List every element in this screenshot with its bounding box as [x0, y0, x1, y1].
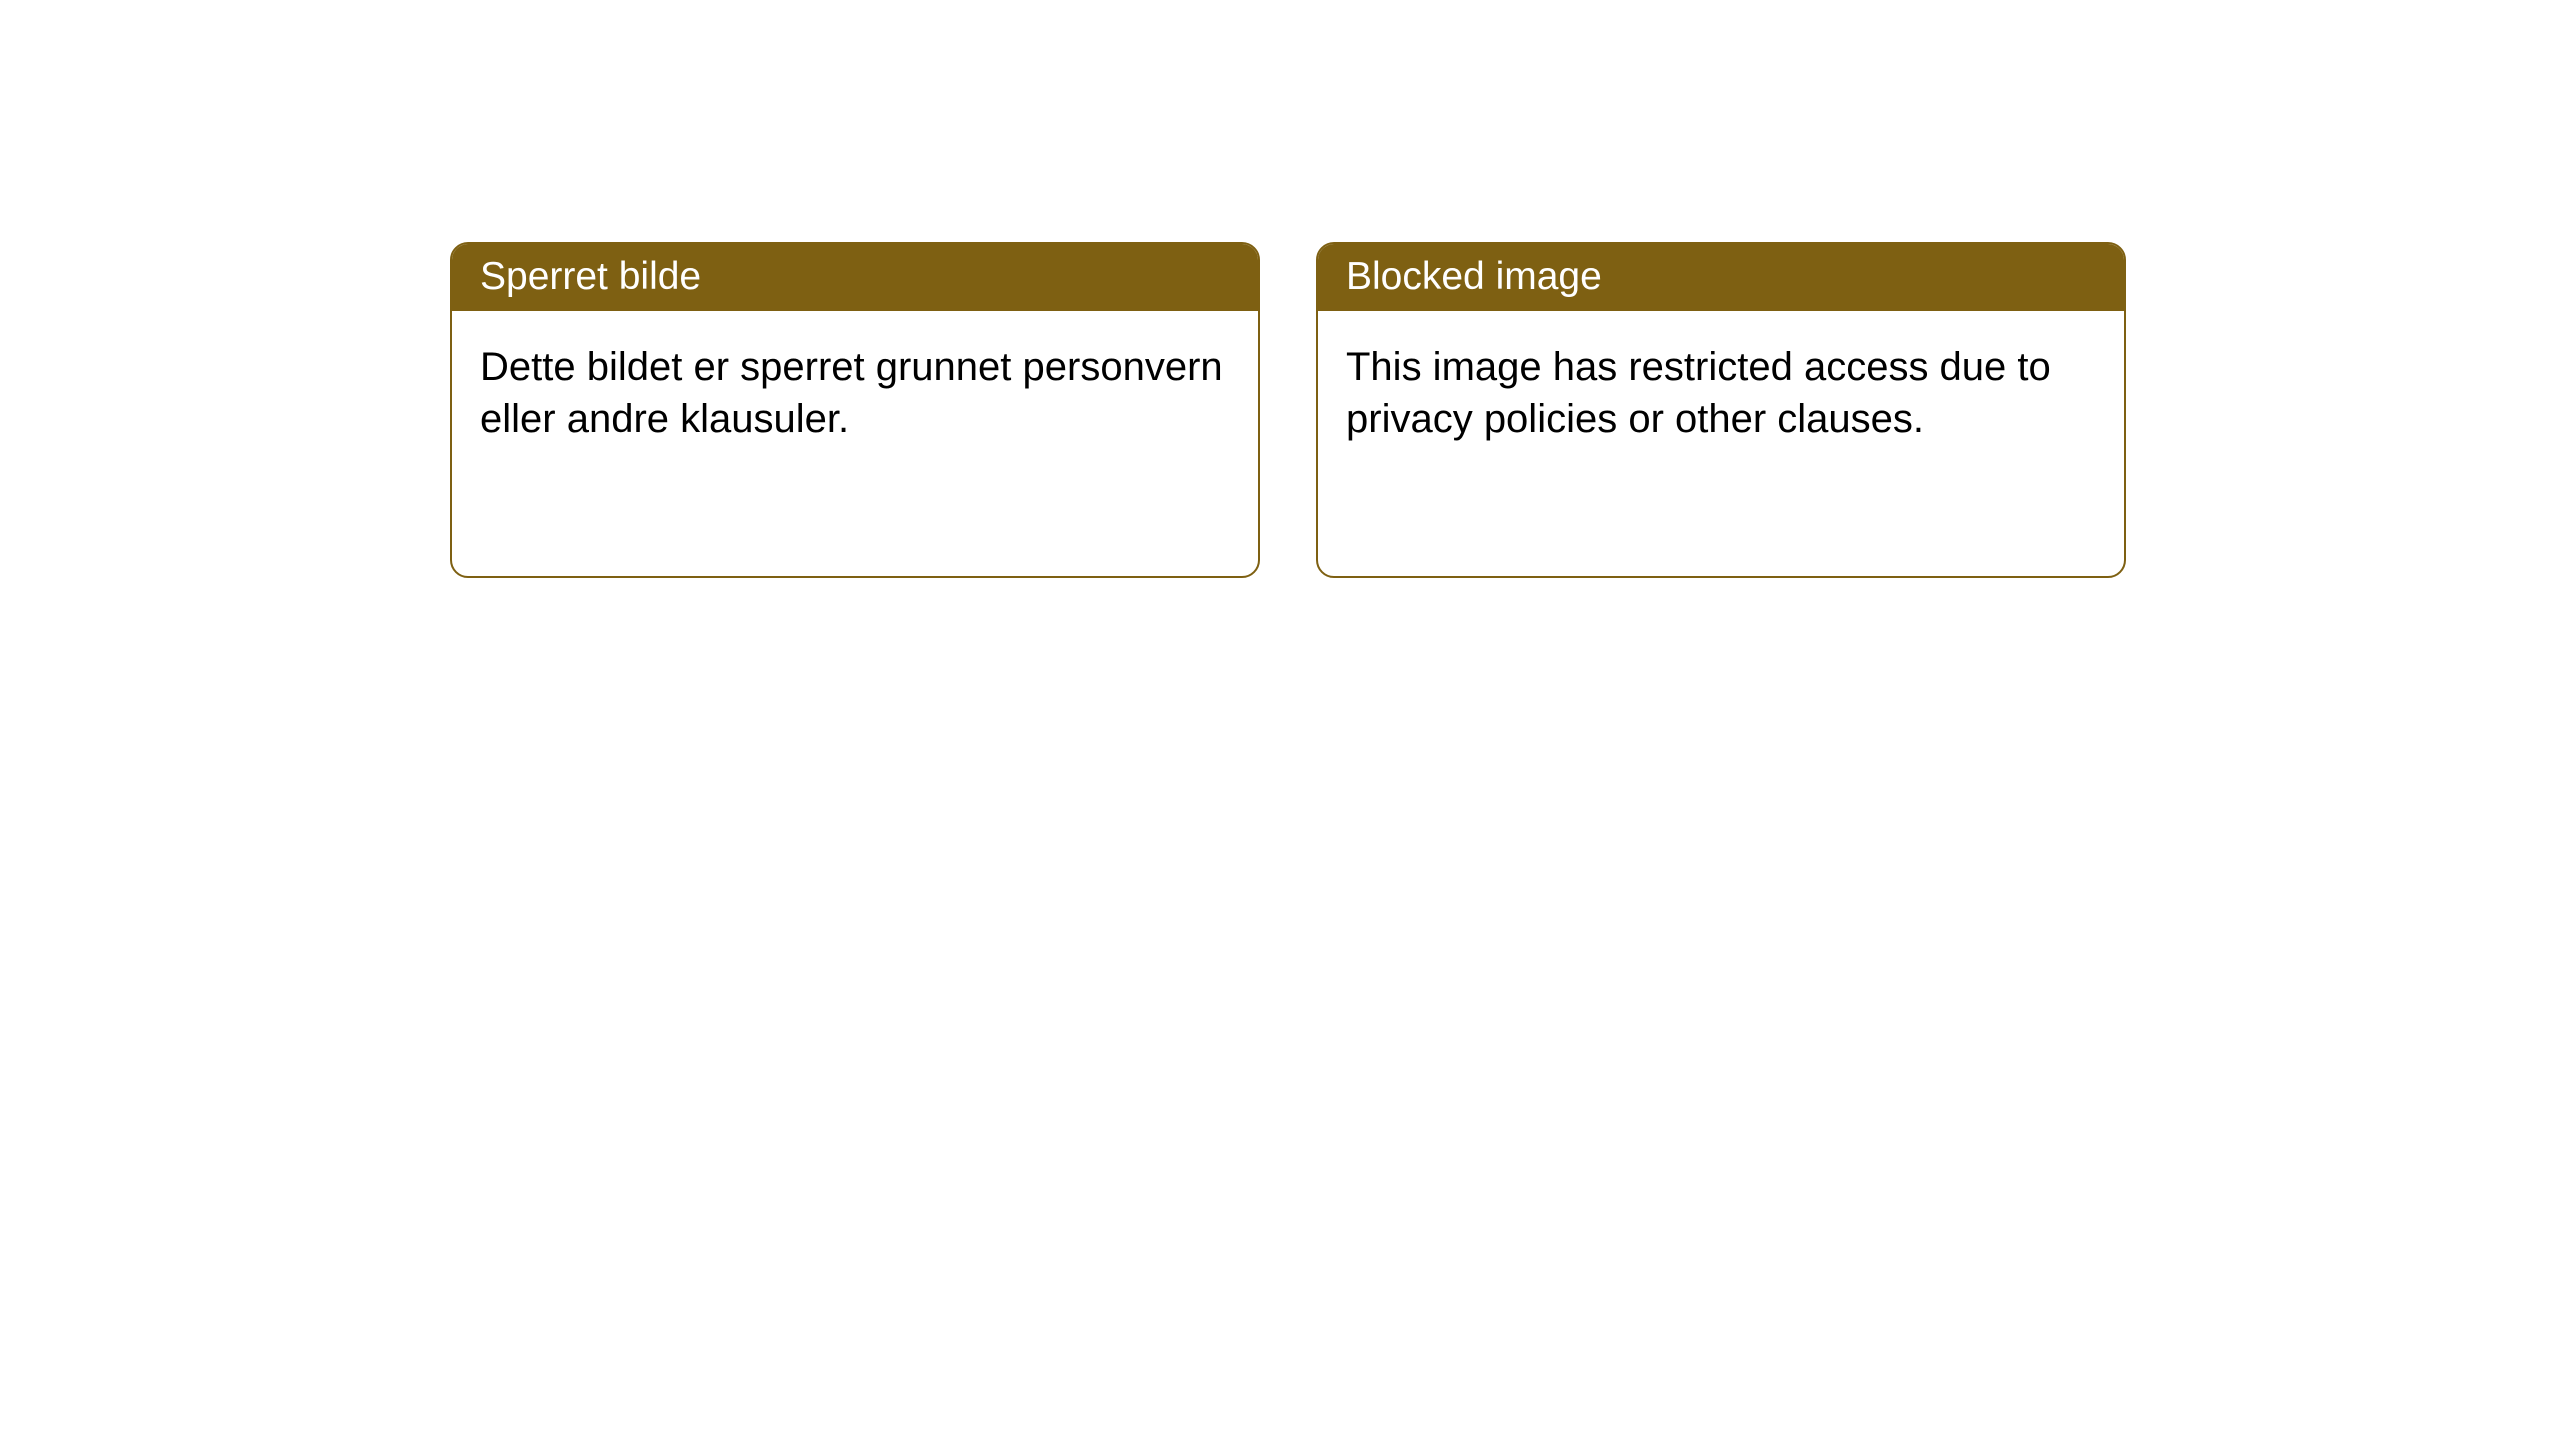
blocked-image-card-en: Blocked image This image has restricted … [1316, 242, 2126, 578]
cards-container: Sperret bilde Dette bildet er sperret gr… [450, 242, 2126, 578]
card-title-no: Sperret bilde [452, 244, 1258, 311]
card-body-no: Dette bildet er sperret grunnet personve… [452, 311, 1258, 475]
card-title-en: Blocked image [1318, 244, 2124, 311]
card-body-en: This image has restricted access due to … [1318, 311, 2124, 475]
blocked-image-card-no: Sperret bilde Dette bildet er sperret gr… [450, 242, 1260, 578]
